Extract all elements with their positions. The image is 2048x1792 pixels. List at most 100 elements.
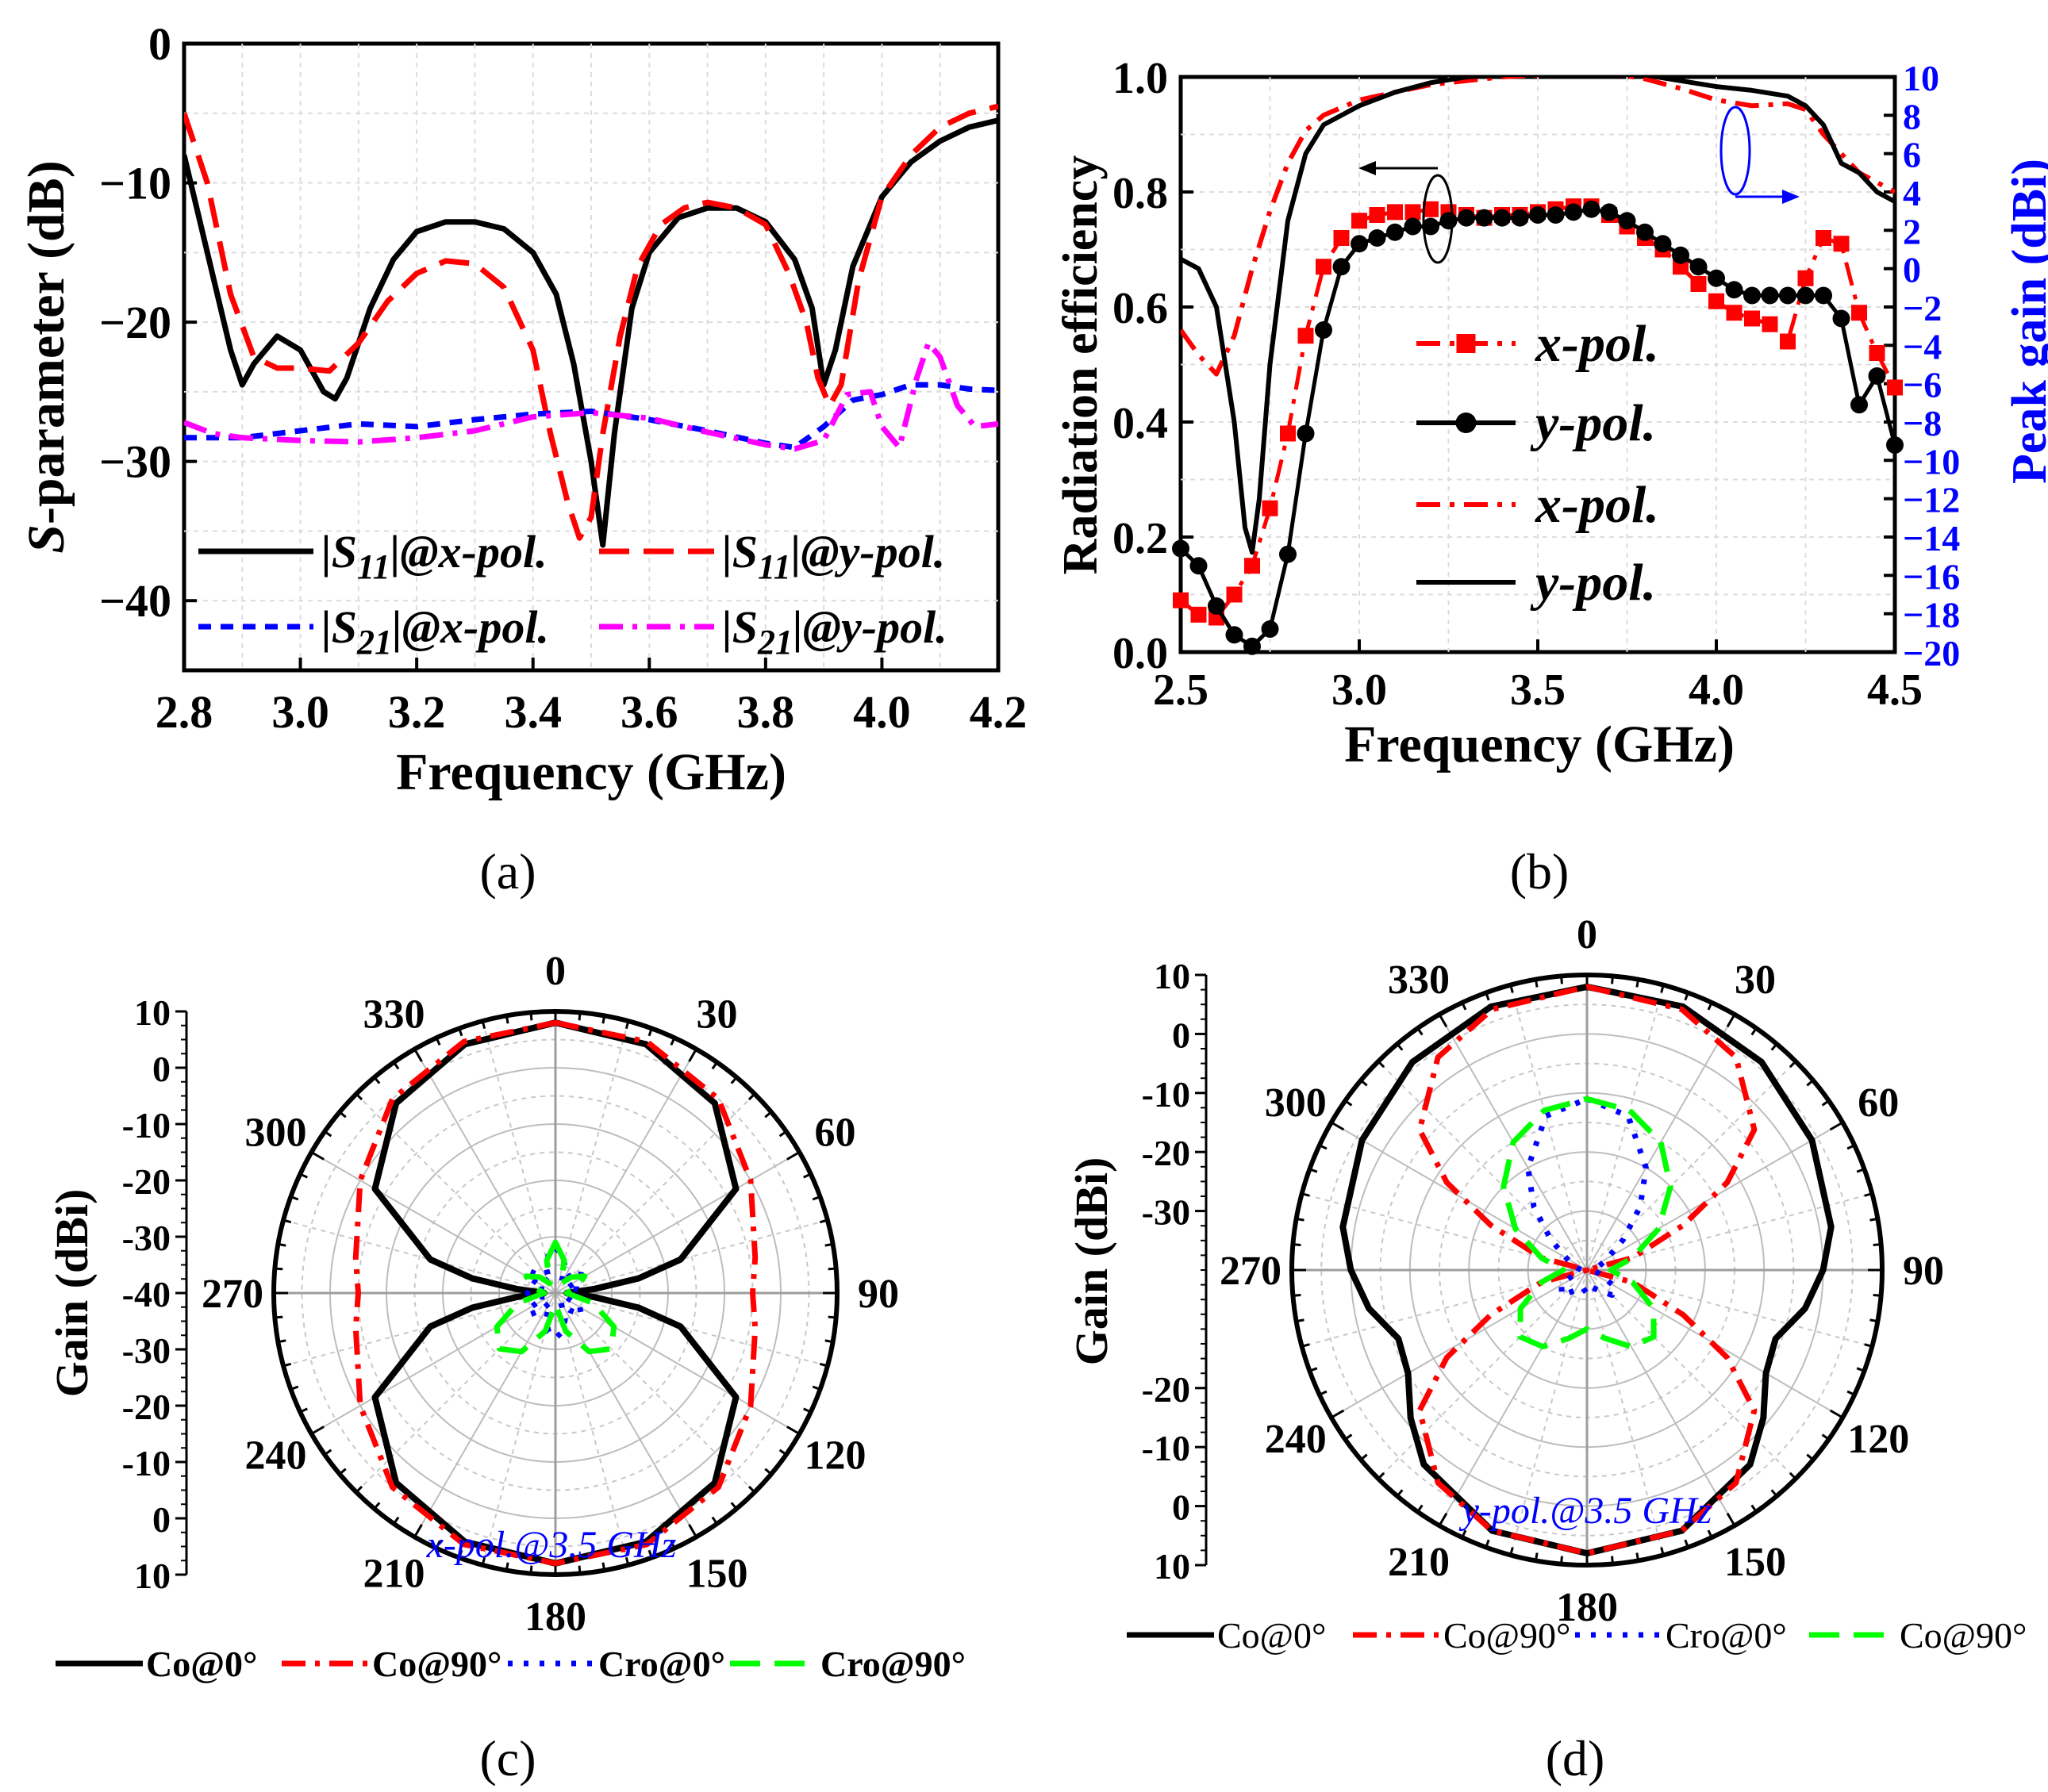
polar-grid-spoke [1378,1269,1588,1479]
panel-d-radial-axis: 10 0 -10 -20 -30 -20 -10 0 10 [1142,956,1208,1587]
efficiency-marker-effy [1225,626,1243,644]
panel-a-ylabel: S-parameter (dB) [17,160,75,554]
polar-tick-mark [819,1362,828,1368]
efficiency-marker-effx [1423,201,1439,217]
y-left-tick-label: 1.0 [1112,54,1168,103]
legend-label-part: |S [722,601,758,653]
polar-tick-mark [647,1027,653,1037]
panel-d-annotation: y-pol.@3.5 GHz [1458,1490,1712,1532]
polar-tick-mark [1396,1043,1404,1051]
polar-tick-mark [1806,1079,1814,1087]
polar-tick-mark [1829,1121,1843,1131]
efficiency-line-effx [1181,204,1895,620]
efficiency-marker-effy [1404,217,1422,236]
polar-tick-mark [803,1407,812,1414]
panel-b-legend: x-pol. y-pol. x-pol. y-pol. [1416,315,1659,612]
polar-tick-mark [1750,1027,1758,1036]
polar-tick-mark [1806,1453,1814,1461]
panel-c-series [352,1019,759,1567]
polar-tick-mark [1344,1433,1353,1441]
polar-tick-mark [1301,1192,1310,1197]
efficiency-marker-effx [1780,333,1796,350]
series-line-s21y [184,340,998,452]
radial-tick-label: 10 [134,992,171,1033]
efficiency-marker-effx [1190,606,1207,623]
legend-label-subscript: 11 [357,547,390,586]
y-right-tick-label: 0 [1903,250,1921,290]
radial-tick-label: 0 [1172,1487,1190,1528]
x-tick-label: 2.5 [1153,666,1208,715]
polar-grid-spoke [555,1292,697,1537]
polar-tick-mark [1660,1547,1665,1556]
y-right-tick-label: 2 [1903,211,1921,251]
polar-tick-mark [1635,979,1640,988]
polar-angle-label: 0 [545,949,566,994]
polar-tick-mark [786,1151,801,1161]
efficiency-marker-effy [1189,557,1208,575]
polar-angle-label: 180 [1556,1585,1618,1630]
polar-angle-label: 90 [1903,1249,1944,1294]
efficiency-marker-effx [1351,213,1367,229]
polar-grid-spoke [282,1292,556,1367]
y-left-tick-label: 0.8 [1112,169,1168,218]
efficiency-marker-effy [1475,209,1493,227]
legend-label-1: y-pol. [1530,394,1656,452]
polar-tick-mark [299,1407,308,1414]
panel-c: 10 0 -10 -20 -30 -40 -30 -20 -10 0 10 0 30 60 90 120 15… [46,949,966,1786]
polar-tick-mark [1846,1390,1855,1396]
polar-tick-mark [1869,1318,1878,1323]
x-tick-label: 3.0 [1331,666,1387,715]
panel-b: 2.5 3.0 3.5 4.0 4.50.00.20.40.60.81.0−20−18−… [1054,54,2048,900]
efficiency-marker-effx [1173,592,1189,608]
polar-tick-mark [1873,1294,1881,1297]
polar-series-d_co0 [1339,983,1835,1557]
y-right-tick-label: −10 [1903,441,1960,482]
polar-angle-label: 180 [524,1594,586,1640]
polar-tick-mark [1485,992,1490,1001]
polar-grid-spoke [413,1049,556,1294]
polar-tick-mark [1331,1121,1345,1131]
efficiency-marker-effy [1458,209,1475,227]
polar-tick-mark [1461,1529,1467,1538]
polar-tick-mark [1293,1294,1301,1297]
x-tick-label: 3.4 [504,686,562,738]
polar-tick-mark [339,1111,347,1119]
efficiency-marker-effx [1726,305,1743,321]
polar-grid-spoke [555,1049,697,1294]
x-tick-label: 3.5 [1510,666,1566,715]
polar-tick-mark [481,1556,486,1566]
radial-tick-label: -20 [122,1161,171,1202]
panel-b-annotations [1358,106,1800,264]
efficiency-marker-effy [1261,620,1279,638]
polar-angle-label: 60 [814,1111,855,1156]
panel-a-label: (a) [479,843,536,900]
polar-tick-mark [505,1015,509,1024]
legend-label-part: |S [321,601,357,653]
efficiency-marker-effy [1547,206,1565,224]
panel-b-series [1172,77,1904,655]
radial-tick-label: 10 [134,1556,171,1596]
panel-b-ylabel-left: Radiation efficiency [1054,155,1108,575]
polar-series-d_cro0 [1525,1096,1649,1299]
polar-tick-mark [1846,1144,1855,1150]
polar-angle-label: 240 [245,1433,307,1479]
panel-c-label: (c) [479,1730,536,1786]
x-tick-label: 4.0 [853,686,911,738]
polar-tick-mark [1869,1217,1878,1222]
efficiency-marker-effy [1636,223,1654,241]
y-right-tick-label: 8 [1903,96,1921,136]
polar-series-c_cro90 [494,1239,617,1355]
polar-tick-mark [355,1092,363,1101]
efficiency-marker-effx [1333,230,1350,246]
polar-tick-mark [1301,1343,1310,1348]
legend-label-d_cro0: Cro@0° [1666,1615,1787,1656]
polar-grid-spoke [1586,1061,1796,1271]
polar-tick-mark [282,1362,292,1368]
y-tick-label: −30 [99,436,171,488]
polar-tick-mark [824,1242,833,1247]
polar-tick-mark [1396,1489,1404,1497]
polar-angle-label: 120 [804,1433,866,1479]
legend-marker-0 [1456,334,1476,353]
efficiency-marker-effy [1779,286,1796,305]
